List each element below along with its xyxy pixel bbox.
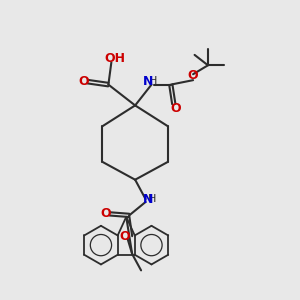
Text: O: O (79, 75, 89, 88)
Text: H: H (149, 76, 157, 86)
Text: O: O (100, 207, 111, 220)
Text: N: N (143, 74, 154, 88)
Text: O: O (119, 230, 130, 243)
Text: OH: OH (104, 52, 125, 65)
Text: N: N (143, 193, 153, 206)
Text: O: O (170, 102, 181, 115)
Text: H: H (148, 194, 156, 204)
Text: O: O (187, 69, 197, 82)
